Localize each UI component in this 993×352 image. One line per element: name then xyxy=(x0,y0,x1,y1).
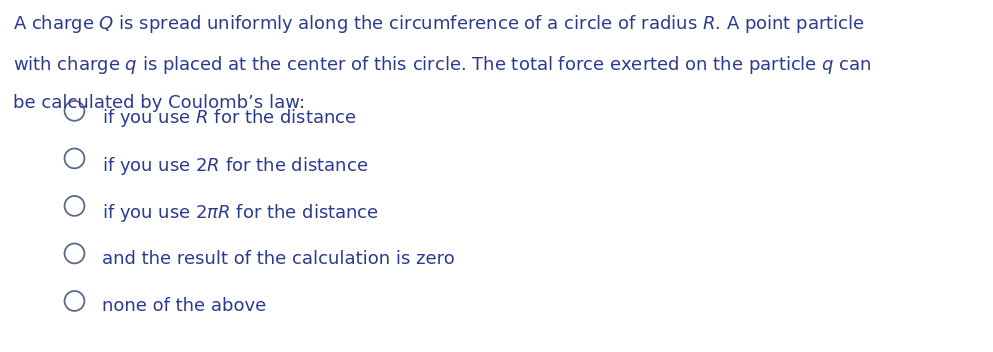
Text: if you use $2R$ for the distance: if you use $2R$ for the distance xyxy=(102,155,368,177)
Text: if you use $R$ for the distance: if you use $R$ for the distance xyxy=(102,107,357,130)
Text: none of the above: none of the above xyxy=(102,297,266,315)
Text: and the result of the calculation is zero: and the result of the calculation is zer… xyxy=(102,250,455,268)
Text: A charge $Q$ is spread uniformly along the circumference of a circle of radius $: A charge $Q$ is spread uniformly along t… xyxy=(13,13,865,36)
Text: be calculated by Coulomb’s law:: be calculated by Coulomb’s law: xyxy=(13,94,305,112)
Text: if you use $2\pi R$ for the distance: if you use $2\pi R$ for the distance xyxy=(102,202,379,225)
Text: with charge $q$ is placed at the center of this circle. The total force exerted : with charge $q$ is placed at the center … xyxy=(13,54,872,76)
